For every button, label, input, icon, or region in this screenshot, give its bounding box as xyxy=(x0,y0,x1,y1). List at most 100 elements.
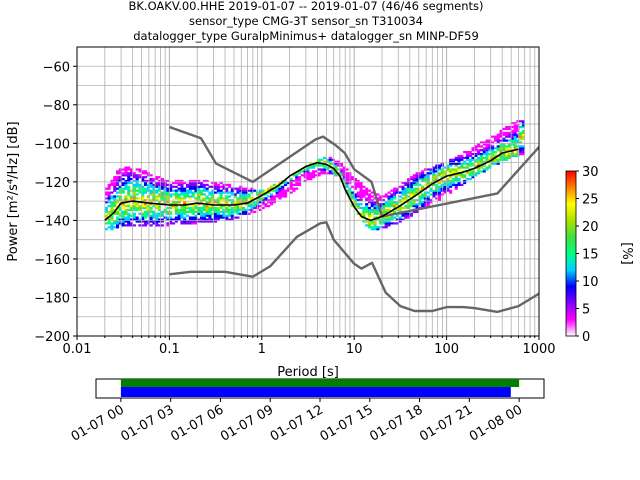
psd-cell xyxy=(353,178,357,181)
psd-cell xyxy=(132,179,136,183)
psd-cell xyxy=(177,210,181,213)
psd-cell xyxy=(169,212,173,215)
psd-cell xyxy=(519,131,523,134)
psd-cell xyxy=(141,178,145,181)
psd-cell xyxy=(225,199,229,202)
psd-cell xyxy=(174,220,178,223)
psd-cell xyxy=(166,222,170,225)
y-tick-label: −180 xyxy=(34,291,70,306)
psd-cell xyxy=(443,187,447,190)
psd-cell xyxy=(395,222,399,225)
psd-cell xyxy=(493,158,497,161)
psd-cell xyxy=(390,203,394,206)
psd-cell xyxy=(339,174,343,177)
psd-cell xyxy=(107,226,111,229)
psd-cell xyxy=(387,203,391,206)
psd-cell xyxy=(295,179,299,183)
psd-cell xyxy=(395,208,399,211)
psd-cell xyxy=(454,183,458,186)
psd-cell xyxy=(443,170,447,173)
psd-cell xyxy=(222,185,226,188)
psd-cell xyxy=(208,206,212,210)
psd-cell xyxy=(124,220,128,223)
psd-cell xyxy=(172,222,176,225)
psd-cell xyxy=(471,156,475,159)
psd-cell xyxy=(519,133,523,136)
psd-cell xyxy=(113,181,117,185)
psd-cell xyxy=(239,197,243,200)
psd-cell xyxy=(172,189,176,192)
psd-cell xyxy=(219,210,223,213)
psd-cell xyxy=(127,168,131,171)
psd-cell xyxy=(460,154,464,158)
psd-cell xyxy=(104,197,108,200)
psd-cell xyxy=(177,208,181,211)
psd-cell xyxy=(376,193,380,196)
psd-cell xyxy=(228,199,232,202)
psd-cell xyxy=(423,205,427,208)
psd-cell xyxy=(144,176,148,179)
psd-cell xyxy=(356,199,360,202)
psd-cell xyxy=(121,212,125,215)
psd-cell xyxy=(426,195,430,198)
psd-cell xyxy=(362,189,366,192)
psd-cell xyxy=(146,208,150,211)
psd-cell xyxy=(174,218,178,221)
psd-cell xyxy=(130,178,134,181)
psd-cell xyxy=(437,181,441,185)
psd-cell xyxy=(149,203,153,206)
psd-cell xyxy=(415,174,419,177)
psd-cell xyxy=(381,222,385,225)
psd-cell xyxy=(516,151,520,154)
psd-cell xyxy=(457,174,461,177)
psd-cell xyxy=(463,160,467,163)
psd-cell xyxy=(180,206,184,210)
psd-cell xyxy=(418,197,422,200)
psd-cell xyxy=(435,166,439,169)
psd-cell xyxy=(155,216,159,219)
psd-cell xyxy=(110,201,114,204)
psd-cell xyxy=(351,197,355,200)
psd-cell xyxy=(496,156,500,159)
psd-cell xyxy=(135,185,139,188)
psd-cell xyxy=(353,205,357,208)
psd-cell xyxy=(463,174,467,177)
psd-cell xyxy=(113,222,117,225)
psd-cell xyxy=(339,172,343,175)
psd-cell xyxy=(244,189,248,192)
psd-cell xyxy=(298,178,302,181)
psd-cell xyxy=(449,170,453,173)
psd-cell xyxy=(426,168,430,171)
psd-cell xyxy=(130,170,134,173)
psd-cell xyxy=(485,156,489,159)
psd-cell xyxy=(183,197,187,200)
psd-cell xyxy=(309,174,313,177)
psd-cell xyxy=(141,191,145,194)
psd-cell xyxy=(104,214,108,217)
psd-cell xyxy=(116,220,120,223)
psd-cell xyxy=(381,203,385,206)
psd-cell xyxy=(225,214,229,217)
psd-cell xyxy=(404,206,408,210)
psd-cell xyxy=(202,205,206,208)
psd-cell xyxy=(284,193,288,196)
psd-cell xyxy=(387,224,391,227)
psd-cell xyxy=(130,214,134,217)
psd-cell xyxy=(186,222,190,225)
psd-cell xyxy=(446,170,450,173)
psd-cell xyxy=(409,183,413,186)
psd-cell xyxy=(222,216,226,219)
psd-cell xyxy=(317,164,321,167)
psd-cell xyxy=(471,164,475,167)
timeline-tick-label: 01-07 09 xyxy=(218,402,276,444)
psd-cell xyxy=(429,193,433,196)
psd-cell xyxy=(404,195,408,198)
psd-cell xyxy=(216,208,220,211)
psd-cell xyxy=(376,226,380,229)
psd-cell xyxy=(107,199,111,202)
psd-cell xyxy=(158,199,162,202)
psd-cell xyxy=(135,193,139,196)
psd-cell xyxy=(384,216,388,219)
psd-cell xyxy=(138,183,142,186)
psd-cell xyxy=(214,187,218,190)
